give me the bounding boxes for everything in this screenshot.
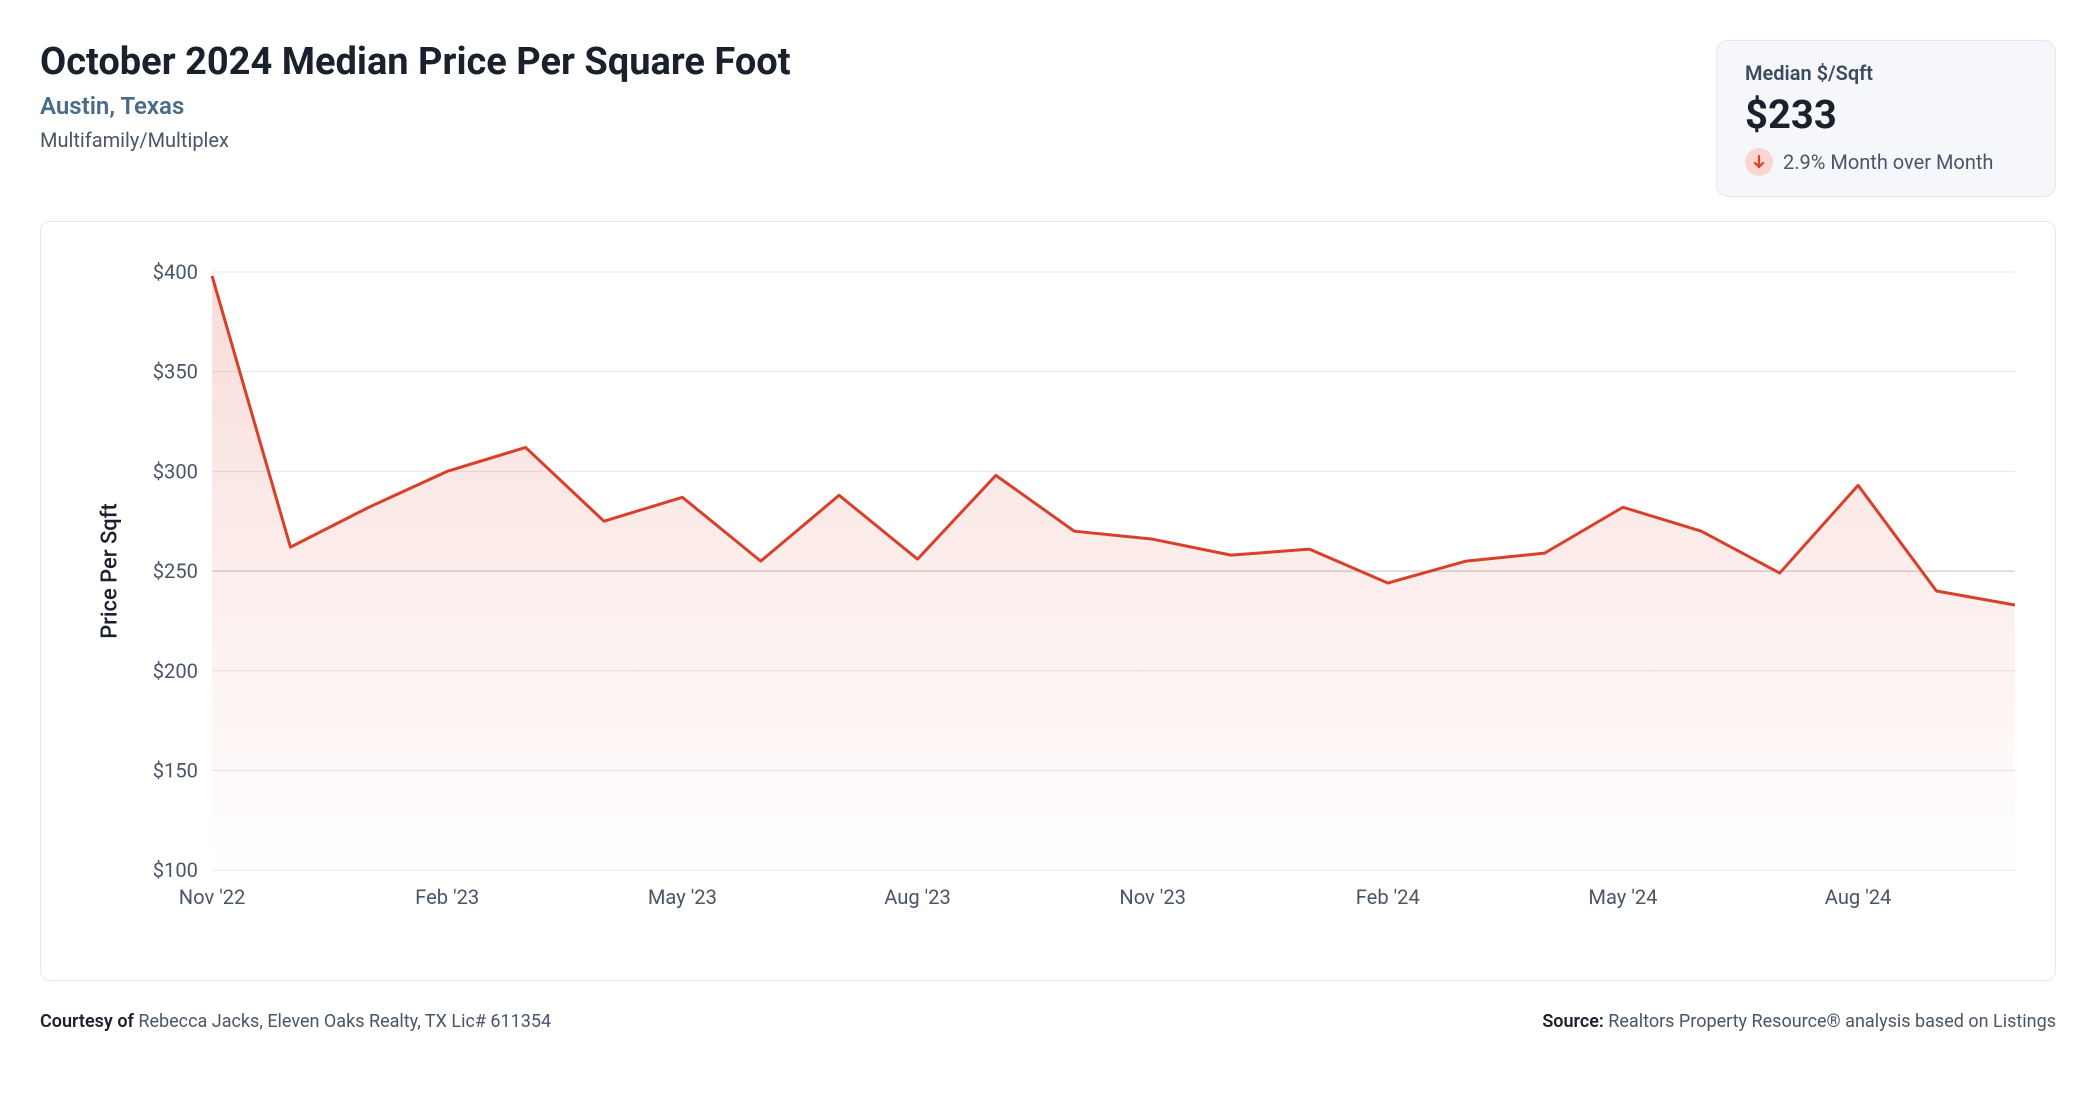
stat-value: $233 xyxy=(1745,91,2027,138)
stat-change-text: 2.9% Month over Month xyxy=(1783,150,1993,174)
y-tick-label: $300 xyxy=(153,459,198,483)
x-tick-label: Nov '22 xyxy=(179,885,246,909)
arrow-down-icon xyxy=(1745,148,1773,176)
x-tick-label: Aug '24 xyxy=(1825,885,1892,909)
stat-change: 2.9% Month over Month xyxy=(1745,148,2027,176)
x-tick-label: May '24 xyxy=(1588,885,1657,909)
area-fill xyxy=(212,276,2015,870)
y-axis-title: Price Per Sqft xyxy=(97,503,122,638)
y-tick-label: $400 xyxy=(153,260,198,284)
x-tick-label: Aug '23 xyxy=(884,885,951,909)
x-tick-label: Feb '24 xyxy=(1356,885,1420,909)
price-chart: $100 $150 $200 $250 $300 $350 $400 Price Per Sq… xyxy=(61,252,2035,940)
page-title: October 2024 Median Price Per Square Foo… xyxy=(40,40,791,84)
x-tick-label: Feb '23 xyxy=(415,885,479,909)
y-tick-label: $250 xyxy=(153,559,198,583)
stat-card: Median $/Sqft $233 2.9% Month over Month xyxy=(1716,40,2056,197)
chart-container: $100 $150 $200 $250 $300 $350 $400 Price Per Sq… xyxy=(40,221,2056,981)
x-tick-label: May '23 xyxy=(648,885,717,909)
source-text: Source: Realtors Property Resource® anal… xyxy=(1542,1011,2056,1032)
y-tick-label: $200 xyxy=(153,659,198,683)
stat-label: Median $/Sqft xyxy=(1745,61,2027,85)
title-block: October 2024 Median Price Per Square Foo… xyxy=(40,40,791,152)
y-tick-label: $150 xyxy=(153,759,198,783)
location-subtitle: Austin, Texas xyxy=(40,92,791,120)
category-label: Multifamily/Multiplex xyxy=(40,128,791,152)
y-tick-label: $100 xyxy=(153,858,198,882)
x-tick-label: Nov '23 xyxy=(1119,885,1186,909)
footer: Courtesy of Rebecca Jacks, Eleven Oaks R… xyxy=(40,1011,2056,1032)
y-tick-label: $350 xyxy=(153,360,198,384)
courtesy-text: Courtesy of Rebecca Jacks, Eleven Oaks R… xyxy=(40,1011,551,1032)
